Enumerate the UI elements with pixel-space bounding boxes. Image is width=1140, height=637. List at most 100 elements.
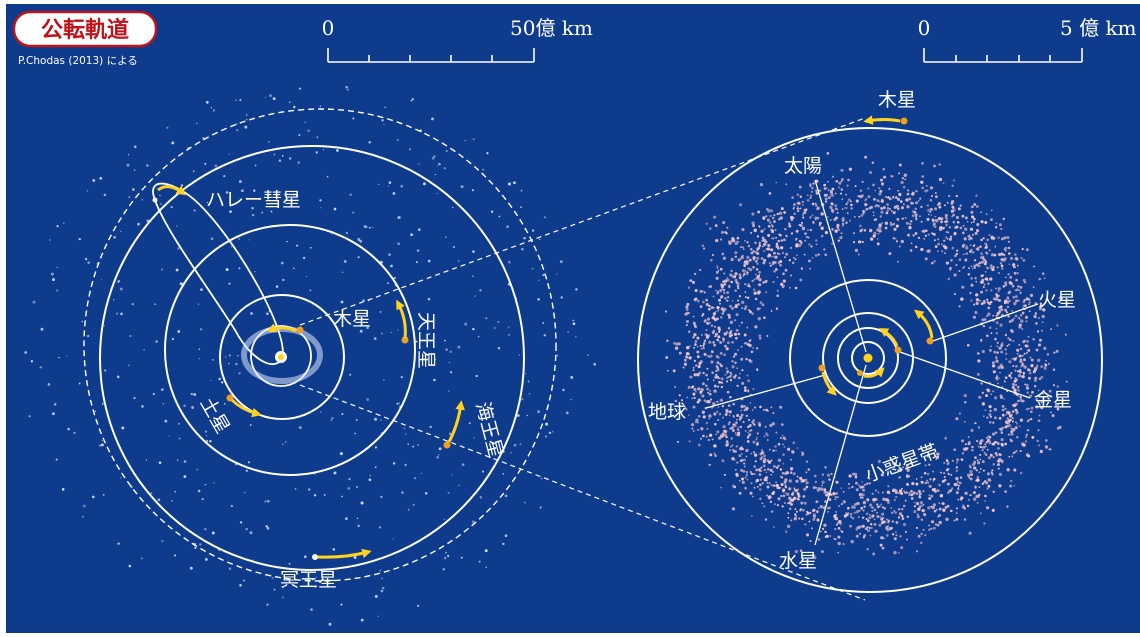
asteroid-dot bbox=[749, 310, 752, 314]
asteroid-dot bbox=[776, 294, 780, 298]
asteroid-dot bbox=[763, 250, 766, 253]
small-body-dot bbox=[491, 413, 495, 416]
small-body-dot bbox=[154, 303, 156, 305]
asteroid-dot bbox=[1007, 292, 1010, 295]
asteroid-dot bbox=[699, 360, 703, 364]
small-body-dot bbox=[348, 478, 351, 481]
asteroid-dot bbox=[906, 468, 910, 472]
asteroid-dot bbox=[665, 356, 669, 359]
asteroid-dot bbox=[729, 320, 734, 324]
neptune-arrow bbox=[447, 400, 465, 443]
asteroid-dot bbox=[702, 371, 705, 375]
asteroid-dot bbox=[1019, 358, 1023, 361]
asteroid-dot bbox=[987, 438, 991, 442]
asteroid-dot bbox=[877, 459, 882, 464]
small-body-dot bbox=[200, 288, 203, 291]
asteroid-dot bbox=[861, 228, 864, 231]
asteroid-dot bbox=[750, 231, 753, 234]
asteroid-dot bbox=[973, 264, 976, 268]
small-body-dot bbox=[398, 402, 401, 404]
asteroid-dot bbox=[980, 260, 985, 264]
asteroid-dot bbox=[827, 189, 830, 192]
asteroid-dot bbox=[717, 309, 720, 312]
asteroid-dot bbox=[933, 509, 937, 513]
asteroid-dot bbox=[861, 196, 863, 199]
asteroid-dot bbox=[835, 523, 838, 526]
asteroid-dot bbox=[964, 443, 967, 446]
asteroid-dot bbox=[693, 346, 696, 349]
asteroid-dot bbox=[720, 316, 723, 319]
asteroid-dot bbox=[747, 431, 750, 434]
asteroid-dot bbox=[934, 226, 937, 228]
asteroid-dot bbox=[914, 215, 918, 219]
earth-arrow bbox=[821, 371, 837, 396]
asteroid-dot bbox=[731, 507, 736, 511]
small-body-dot bbox=[507, 260, 511, 264]
asteroid-dot bbox=[713, 376, 717, 379]
asteroid-dot bbox=[1028, 418, 1031, 421]
asteroid-dot bbox=[797, 205, 799, 208]
asteroid-dot bbox=[1009, 484, 1013, 488]
asteroid-dot bbox=[1006, 236, 1010, 239]
mercury-orbit bbox=[851, 341, 885, 375]
asteroid-dot bbox=[974, 231, 978, 235]
asteroid-dot bbox=[919, 504, 922, 507]
asteroid-dot bbox=[740, 409, 743, 412]
asteroid-dot bbox=[1053, 351, 1056, 354]
asteroid-dot bbox=[1034, 376, 1038, 380]
asteroid-dot bbox=[775, 431, 778, 434]
asteroid-dot bbox=[786, 492, 790, 497]
small-body-dot bbox=[278, 159, 282, 162]
asteroid-dot bbox=[978, 299, 982, 302]
asteroid-dot bbox=[962, 253, 965, 256]
asteroid-dot bbox=[914, 207, 918, 211]
asteroid-dot bbox=[800, 508, 803, 511]
asteroid-dot bbox=[945, 236, 948, 239]
asteroid-dot bbox=[795, 229, 799, 233]
small-body-dot bbox=[282, 596, 284, 599]
asteroid-dot bbox=[686, 320, 689, 323]
asteroid-dot bbox=[841, 530, 844, 534]
asteroid-dot bbox=[835, 492, 839, 495]
small-body-dot bbox=[174, 490, 177, 493]
small-body-dot bbox=[369, 474, 371, 477]
asteroid-dot bbox=[881, 512, 885, 516]
asteroid-dot bbox=[1042, 308, 1046, 312]
asteroid-dot bbox=[723, 307, 727, 311]
small-body-dot bbox=[52, 278, 55, 282]
small-body-dot bbox=[268, 141, 270, 143]
asteroid-dot bbox=[1032, 337, 1035, 341]
small-body-dot bbox=[230, 504, 234, 508]
asteroid-dot bbox=[1020, 347, 1023, 350]
asteroid-dot bbox=[795, 479, 799, 483]
asteroid-dot bbox=[1005, 414, 1007, 416]
asteroid-dot bbox=[1056, 385, 1059, 388]
small-body-dot bbox=[128, 564, 132, 568]
small-body-dot bbox=[460, 185, 464, 189]
asteroid-dot bbox=[960, 458, 964, 462]
asteroid-dot bbox=[706, 317, 711, 321]
asteroid-dot bbox=[1006, 417, 1009, 420]
asteroid-dot bbox=[774, 255, 778, 259]
asteroid-dot bbox=[898, 192, 902, 197]
asteroid-dot bbox=[700, 427, 704, 431]
asteroid-dot bbox=[789, 498, 793, 502]
asteroid-dot bbox=[1021, 375, 1025, 379]
asteroid-dot bbox=[736, 240, 739, 244]
asteroid-dot bbox=[792, 472, 796, 476]
asteroid-dot bbox=[725, 435, 728, 439]
asteroid-dot bbox=[990, 289, 993, 292]
asteroid-dot bbox=[752, 224, 756, 228]
asteroid-dot bbox=[718, 330, 721, 333]
outer-panel-markers bbox=[152, 185, 465, 560]
small-body-dot bbox=[269, 94, 272, 97]
small-body-dot bbox=[168, 435, 170, 437]
asteroid-dot bbox=[746, 296, 750, 299]
asteroid-dot bbox=[964, 227, 968, 231]
asteroid-dot bbox=[705, 303, 709, 306]
asteroid-dot bbox=[1013, 388, 1017, 392]
small-body-dot bbox=[357, 524, 360, 528]
asteroid-dot bbox=[825, 493, 828, 497]
small-body-dot bbox=[482, 168, 484, 171]
asteroid-dot bbox=[685, 408, 688, 411]
